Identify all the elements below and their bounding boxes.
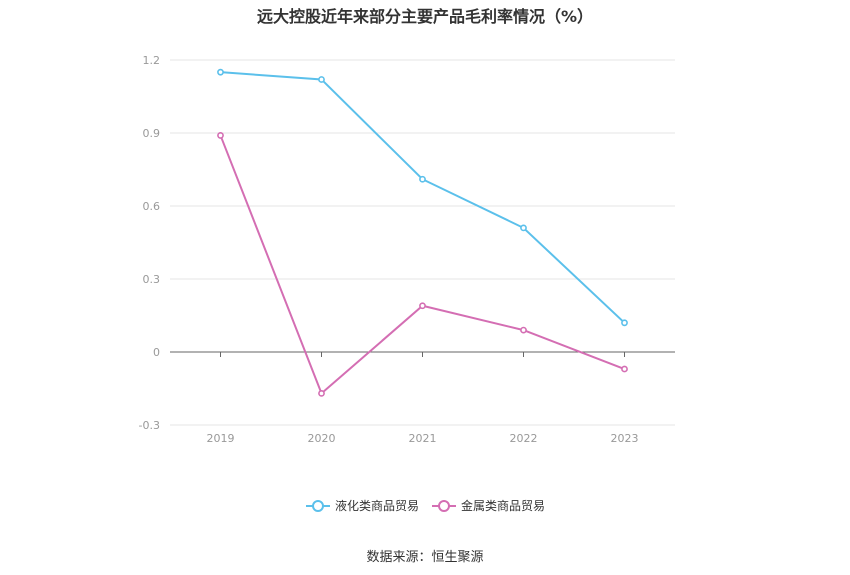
y-tick-label: 1.2	[143, 54, 161, 67]
data-point	[217, 68, 224, 76]
legend-item-1[interactable]: 液化类商品贸易	[305, 497, 419, 514]
data-point	[318, 76, 325, 83]
legend-label: 液化类商品贸易	[334, 499, 419, 513]
x-tick-label: 2019	[207, 432, 235, 445]
legend-label: 金属类商品贸易	[461, 499, 546, 513]
data-point	[621, 365, 628, 373]
series-line-1	[220, 71, 626, 324]
legend-swatch	[305, 499, 330, 512]
x-tick-label: 2020	[308, 432, 336, 445]
data-point	[621, 319, 628, 327]
data-point	[520, 224, 527, 232]
y-tick-label: 0	[153, 346, 160, 359]
legend-swatch	[432, 499, 456, 512]
chart-legend: 液化类商品贸易 金属类商品贸易	[0, 497, 850, 516]
y-tick-label: -0.3	[139, 419, 160, 432]
y-tick-label: 0.9	[143, 127, 161, 140]
data-point	[419, 302, 426, 310]
data-point	[217, 132, 224, 139]
x-tick-label: 2021	[409, 432, 437, 445]
y-tick-label: 0.3	[143, 273, 161, 286]
legend-item-2[interactable]: 金属类商品贸易	[431, 497, 545, 514]
data-point	[520, 326, 527, 334]
data-point	[318, 389, 325, 397]
y-tick-label: 0.6	[143, 200, 161, 213]
chart-plot: -0.3 0 0.3 0.6 0.9 1.2 2019 2020 2021 2022 2023	[139, 54, 675, 445]
x-tick-label: 2023	[611, 432, 639, 445]
x-tick-label: 2022	[510, 432, 538, 445]
data-point	[419, 175, 426, 183]
chart-title: 远大控股近年来部分主要产品毛利率情况（%）	[256, 7, 594, 26]
source-note: 数据来源：恒生聚源	[366, 550, 484, 565]
